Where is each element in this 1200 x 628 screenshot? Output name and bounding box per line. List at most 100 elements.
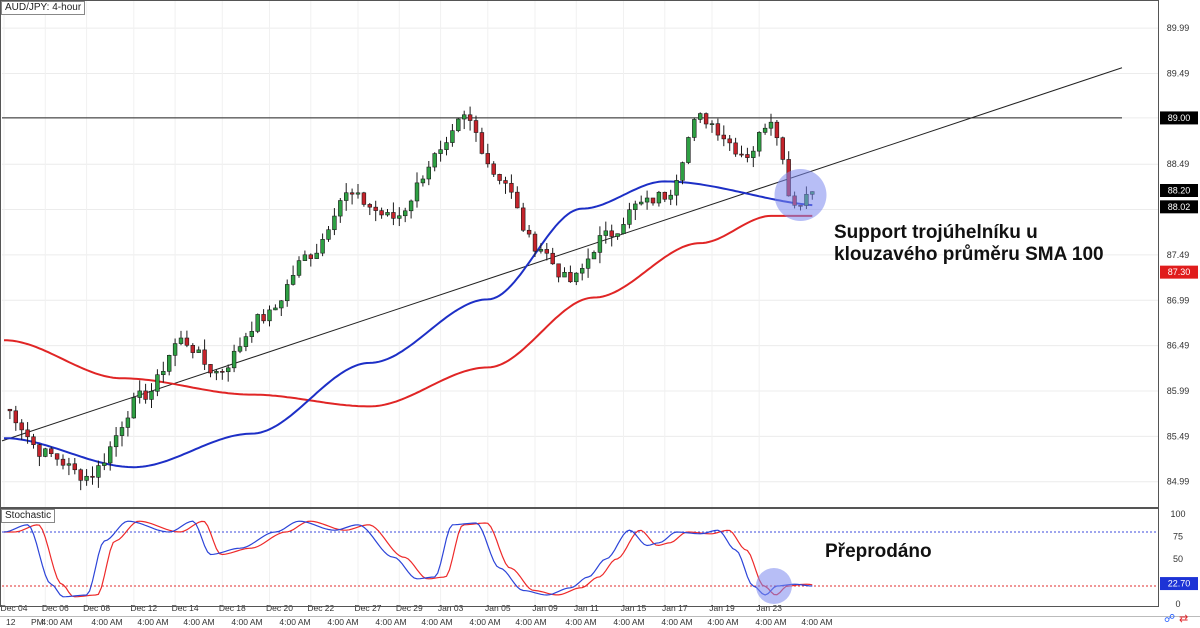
candle-down bbox=[379, 210, 384, 216]
price-tick-label: 89.99 bbox=[1167, 23, 1190, 33]
oversold-highlight-circle bbox=[755, 568, 792, 604]
date-tick-label: Jan 19 bbox=[709, 603, 735, 613]
candle-up bbox=[302, 254, 308, 261]
candle-up bbox=[338, 200, 343, 217]
candle-down bbox=[220, 371, 225, 373]
candle-up bbox=[214, 371, 219, 374]
candle-up bbox=[408, 200, 414, 212]
stochastic-tick-label: 0 bbox=[1175, 599, 1180, 609]
candle-up bbox=[709, 123, 715, 125]
candle-down bbox=[745, 154, 750, 158]
candle-up bbox=[137, 390, 142, 398]
time-tick-label: 4:00 AM bbox=[41, 617, 72, 627]
candle-down bbox=[90, 475, 95, 478]
price-panel-frame bbox=[0, 0, 1159, 508]
time-tick-label: 4:00 AM bbox=[755, 617, 786, 627]
candle-up bbox=[538, 249, 544, 252]
candle-down bbox=[308, 254, 313, 259]
candle-up bbox=[633, 203, 638, 211]
date-tick-label: Jan 03 bbox=[438, 603, 464, 613]
time-tick-label: 4:00 AM bbox=[375, 617, 406, 627]
candle-up bbox=[108, 446, 113, 464]
candle-up bbox=[355, 192, 361, 195]
date-tick-label: Dec 20 bbox=[266, 603, 293, 613]
candle-down bbox=[473, 120, 479, 133]
candle-up bbox=[102, 462, 107, 466]
candle-down bbox=[733, 142, 738, 155]
time-tick-label: 4:00 AM bbox=[279, 617, 310, 627]
price-tick-label: 85.99 bbox=[1167, 386, 1190, 396]
candle-down bbox=[515, 191, 520, 209]
price-tick-label: 86.49 bbox=[1167, 341, 1190, 351]
candle-up bbox=[279, 300, 284, 309]
arrow-split-icon[interactable]: ⇄ bbox=[1179, 613, 1189, 625]
candle-up bbox=[591, 252, 597, 260]
date-tick-label: Dec 04 bbox=[1, 603, 28, 613]
candle-down bbox=[208, 364, 213, 374]
time-tick-label: 4:00 AM bbox=[661, 617, 692, 627]
stochastic-badge bbox=[1160, 577, 1198, 591]
date-tick-label: Dec 27 bbox=[355, 603, 382, 613]
candle-down bbox=[202, 349, 207, 365]
candle-down bbox=[509, 182, 514, 193]
candle-up bbox=[768, 121, 774, 129]
price-tick-label: 86.99 bbox=[1167, 295, 1190, 305]
candle-up bbox=[125, 417, 131, 428]
candle-down bbox=[261, 314, 266, 322]
candle-up bbox=[320, 239, 325, 254]
candle-down bbox=[37, 444, 42, 457]
candle-up bbox=[397, 215, 402, 219]
candle-up bbox=[231, 350, 237, 369]
candle-down bbox=[78, 469, 83, 481]
candle-up bbox=[66, 463, 72, 466]
candle-down bbox=[497, 174, 502, 181]
candle-down bbox=[54, 453, 60, 460]
candle-down bbox=[727, 138, 732, 144]
date-tick-label: Dec 12 bbox=[130, 603, 157, 613]
candle-up bbox=[420, 178, 426, 184]
price-badge bbox=[1160, 184, 1198, 197]
date-tick-label: Jan 09 bbox=[532, 603, 558, 613]
ascending-trendline bbox=[1, 67, 1123, 442]
price-badge-text: 89.00 bbox=[1168, 113, 1191, 123]
candle-up bbox=[615, 233, 620, 237]
candle-up bbox=[585, 258, 591, 269]
price-tick-label: 88.49 bbox=[1167, 159, 1190, 169]
candle-down bbox=[532, 233, 538, 252]
date-tick-label: Dec 06 bbox=[42, 603, 69, 613]
link-icon[interactable]: ☍ bbox=[1164, 613, 1176, 625]
candle-down bbox=[184, 337, 190, 346]
candle-up bbox=[119, 427, 125, 436]
candle-down bbox=[349, 192, 355, 195]
chart-title: AUD/JPY: 4-hour bbox=[1, 1, 86, 15]
candle-down bbox=[373, 206, 378, 211]
stochastic-title: Stochastic bbox=[1, 509, 56, 523]
stochastic-tick-label: 50 bbox=[1173, 554, 1183, 564]
time-tick-label: 4:00 AM bbox=[183, 617, 214, 627]
candle-down bbox=[25, 429, 30, 438]
time-tick-label: 4:00 AM bbox=[469, 617, 500, 627]
time-tick-label: 4:00 AM bbox=[565, 617, 596, 627]
date-tick-label: Jan 05 bbox=[485, 603, 511, 613]
time-tick-label: 4:00 AM bbox=[421, 617, 452, 627]
date-tick-label: Dec 14 bbox=[172, 603, 199, 613]
candle-up bbox=[43, 448, 48, 457]
candle-down bbox=[721, 134, 727, 140]
time-axis: Dec 04 Dec 06 Dec 08 Dec 12 Dec 14 Dec 18 Dec … bbox=[1, 603, 833, 627]
stochastic-tick-label: 75 bbox=[1173, 532, 1183, 542]
candle-down bbox=[739, 153, 744, 156]
candle-up bbox=[84, 475, 89, 481]
time-tick-label: 4:00 AM bbox=[515, 617, 546, 627]
candle-down bbox=[479, 132, 485, 154]
candle-down bbox=[391, 212, 396, 219]
candle-up bbox=[621, 224, 626, 234]
time-tick-label: 4:00 AM bbox=[613, 617, 644, 627]
candlestick-series bbox=[7, 106, 827, 491]
candle-down bbox=[556, 263, 561, 278]
stochastic-series bbox=[2, 520, 1158, 604]
candle-down bbox=[526, 229, 532, 235]
candle-down bbox=[7, 408, 13, 412]
candle-down bbox=[780, 137, 786, 160]
candle-up bbox=[638, 201, 644, 205]
